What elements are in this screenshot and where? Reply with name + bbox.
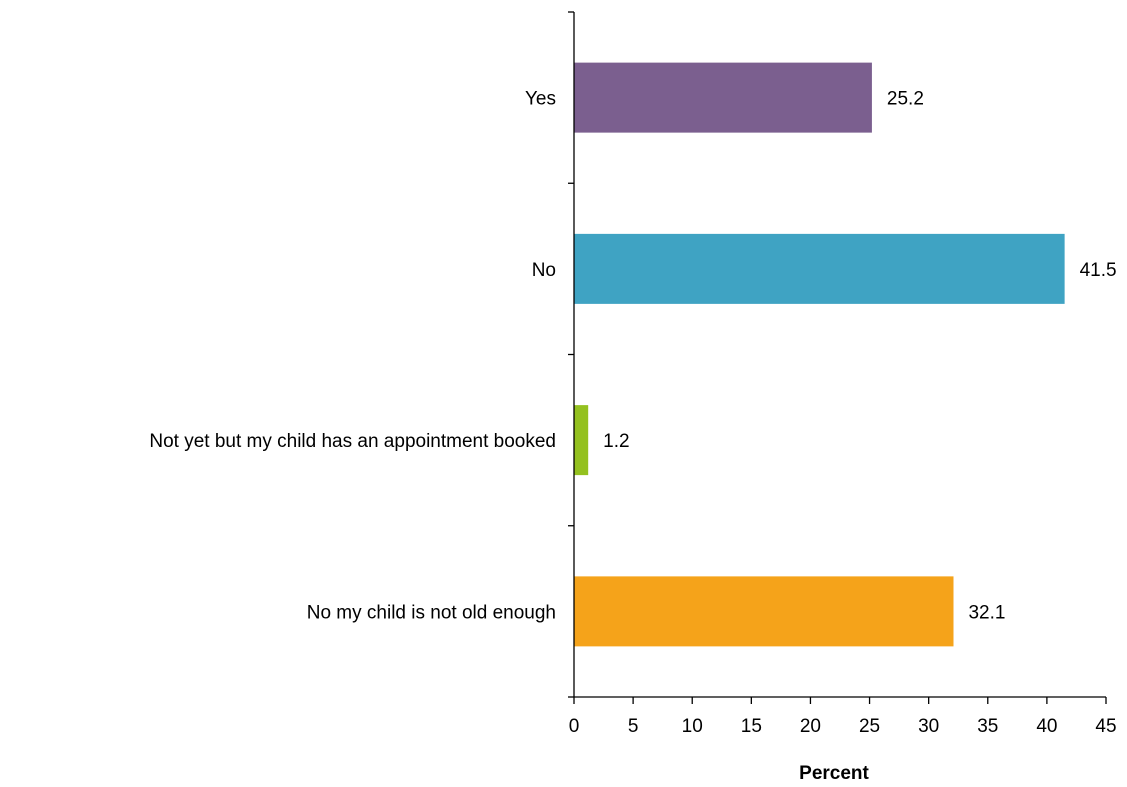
x-tick-label: 5 (628, 716, 639, 737)
x-tick-label: 10 (682, 716, 703, 737)
x-tick-label: 40 (1036, 716, 1057, 737)
x-tick-label: 25 (859, 716, 880, 737)
x-tick-label: 30 (918, 716, 939, 737)
bar (574, 62, 872, 133)
axes (568, 11, 1107, 704)
x-axis-title: Percent (799, 763, 869, 784)
labels: 0 5 10 15 20 25 30 35 40 45 Yes 25.2 No 41.5 Not yet b… (149, 89, 1116, 737)
x-tick-label: 45 (1095, 716, 1116, 737)
x-tick-label: 35 (977, 716, 998, 737)
bar (574, 233, 1065, 304)
category-label: No (532, 260, 556, 281)
data-label: 25.2 (887, 89, 924, 110)
bar (574, 576, 954, 647)
category-label: Not yet but my child has an appointment … (149, 431, 556, 452)
data-label: 32.1 (968, 602, 1005, 623)
bar (574, 405, 589, 476)
category-label: No my child is not old enough (307, 602, 556, 623)
category-label: Yes (525, 89, 556, 110)
x-tick-label: 20 (800, 716, 821, 737)
data-label: 1.2 (603, 431, 629, 452)
x-tick-label: 15 (741, 716, 762, 737)
data-label: 41.5 (1080, 260, 1117, 281)
x-tick-label: 0 (569, 716, 580, 737)
bars (574, 62, 1065, 647)
